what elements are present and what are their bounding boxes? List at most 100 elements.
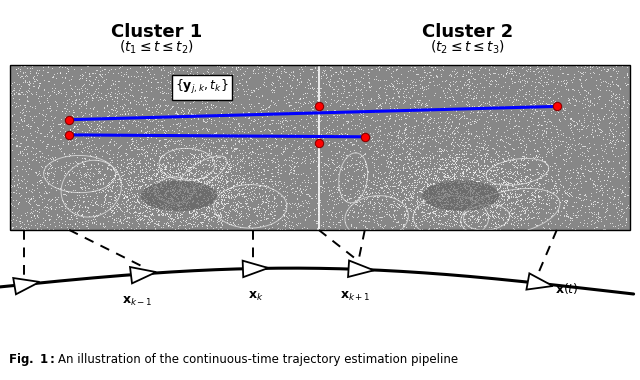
Point: [522, 199, 532, 205]
Point: [260, 178, 270, 184]
Point: [276, 137, 286, 143]
Point: [463, 218, 473, 224]
Point: [269, 215, 279, 221]
Point: [207, 213, 218, 219]
Point: [460, 216, 470, 222]
Point: [520, 216, 530, 222]
Point: [83, 145, 93, 151]
Point: [267, 117, 277, 124]
Point: [211, 176, 221, 182]
Point: [266, 98, 276, 104]
Point: [134, 164, 145, 170]
Point: [465, 78, 475, 84]
Point: [292, 195, 302, 201]
Point: [337, 63, 348, 70]
Point: [133, 211, 143, 217]
Point: [95, 221, 105, 227]
Point: [106, 209, 116, 215]
Point: [589, 95, 599, 101]
Point: [29, 169, 40, 176]
Point: [123, 111, 133, 117]
Point: [152, 201, 162, 207]
Point: [134, 177, 145, 183]
Point: [397, 188, 408, 194]
Point: [385, 103, 396, 109]
Point: [503, 180, 513, 186]
Point: [389, 179, 399, 185]
Point: [244, 207, 254, 214]
Point: [352, 214, 362, 220]
Point: [483, 199, 493, 205]
Point: [423, 187, 433, 193]
Point: [282, 80, 292, 86]
Point: [455, 196, 465, 202]
Point: [179, 82, 189, 89]
Point: [410, 168, 420, 174]
Point: [315, 196, 325, 203]
Point: [173, 222, 183, 228]
Point: [109, 205, 119, 211]
Point: [196, 198, 206, 204]
Point: [411, 158, 421, 165]
Point: [596, 184, 607, 190]
Point: [591, 214, 601, 220]
Point: [107, 176, 117, 182]
Point: [362, 176, 372, 182]
Point: [115, 213, 125, 219]
Point: [472, 208, 482, 214]
Point: [365, 226, 376, 232]
Point: [173, 130, 184, 136]
Point: [388, 177, 399, 183]
Point: [589, 225, 600, 231]
Point: [565, 191, 575, 197]
Point: [134, 159, 144, 165]
Point: [439, 146, 449, 152]
Point: [503, 194, 513, 200]
Point: [516, 200, 527, 206]
Point: [70, 138, 81, 144]
Point: [512, 170, 522, 176]
Point: [224, 207, 234, 213]
Point: [435, 119, 445, 125]
Point: [428, 125, 438, 131]
Point: [233, 120, 243, 126]
Point: [95, 168, 105, 174]
Point: [424, 72, 435, 78]
Point: [269, 199, 279, 205]
Point: [576, 120, 586, 126]
Point: [330, 142, 340, 149]
Point: [35, 171, 45, 177]
Point: [78, 117, 88, 124]
Point: [469, 163, 479, 169]
Point: [281, 87, 291, 93]
Point: [125, 189, 136, 195]
Point: [419, 140, 429, 146]
Point: [542, 103, 552, 109]
Point: [471, 204, 481, 211]
Point: [125, 210, 136, 216]
Point: [436, 195, 446, 201]
Point: [508, 209, 518, 215]
Point: [605, 195, 616, 201]
Point: [34, 202, 44, 208]
Point: [11, 89, 21, 95]
Point: [212, 177, 222, 183]
Point: [285, 82, 295, 88]
Point: [569, 87, 579, 93]
Point: [550, 205, 560, 211]
Point: [142, 198, 152, 204]
Point: [161, 142, 171, 148]
Point: [447, 192, 457, 198]
Point: [426, 175, 436, 181]
Point: [74, 166, 84, 173]
Point: [291, 62, 301, 68]
Point: [163, 147, 173, 153]
Point: [220, 113, 230, 119]
Point: [418, 146, 428, 152]
Point: [424, 108, 435, 114]
Point: [96, 93, 106, 100]
Point: [164, 218, 175, 224]
Point: [467, 182, 477, 188]
Point: [620, 184, 630, 190]
Point: [157, 124, 167, 130]
